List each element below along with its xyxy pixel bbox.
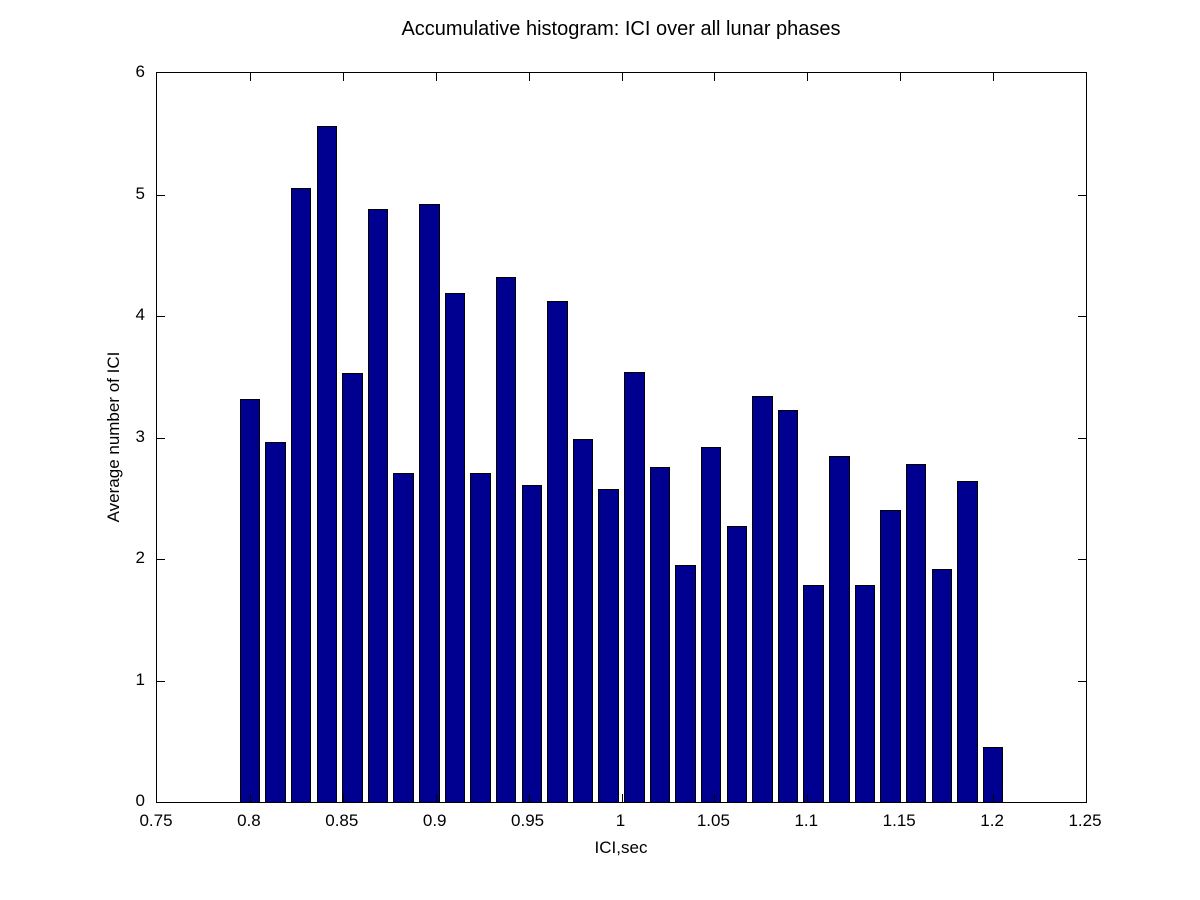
axis-tick bbox=[714, 73, 716, 81]
chart-title: Accumulative histogram: ICI over all lun… bbox=[401, 18, 841, 40]
axis-tick bbox=[157, 437, 165, 439]
histogram-bar bbox=[547, 301, 568, 802]
histogram-bar bbox=[803, 584, 824, 802]
axis-tick bbox=[1078, 194, 1086, 196]
histogram-bar bbox=[393, 472, 414, 802]
histogram-bar bbox=[752, 396, 773, 802]
x-axis-label: ICI,sec bbox=[594, 838, 648, 857]
axis-tick bbox=[807, 794, 809, 802]
y-tick-label: 6 bbox=[135, 62, 145, 81]
histogram-bar bbox=[316, 126, 338, 802]
histogram-bar bbox=[572, 438, 594, 802]
histogram-bar bbox=[495, 277, 517, 802]
y-tick-label: 2 bbox=[135, 548, 145, 567]
histogram-bar bbox=[777, 409, 799, 802]
x-tick-label: 0.75 bbox=[139, 811, 173, 830]
x-tick-label: 1.05 bbox=[696, 811, 730, 830]
x-tick-label: 1 bbox=[615, 811, 626, 830]
histogram-bar bbox=[905, 464, 927, 802]
histogram-bar bbox=[880, 510, 901, 802]
axis-tick bbox=[528, 794, 530, 802]
histogram-bar bbox=[982, 747, 1004, 802]
axis-tick bbox=[342, 794, 344, 802]
histogram-bar bbox=[342, 373, 363, 802]
histogram-bar bbox=[649, 466, 671, 802]
axis-tick bbox=[528, 73, 530, 81]
axis-tick bbox=[435, 794, 437, 802]
y-axis-label: Average number of ICI bbox=[104, 351, 123, 522]
x-tick-label: 1.2 bbox=[980, 811, 1004, 830]
histogram-bar bbox=[829, 455, 850, 802]
histogram-bar bbox=[854, 584, 876, 802]
axis-tick bbox=[157, 316, 165, 317]
histogram-bar bbox=[367, 209, 389, 802]
histogram-bar bbox=[675, 565, 696, 802]
axis-tick bbox=[1078, 680, 1086, 682]
axis-tick bbox=[342, 73, 344, 81]
histogram-bar bbox=[957, 481, 978, 802]
histogram-bar bbox=[726, 526, 748, 802]
y-tick-label: 5 bbox=[135, 183, 145, 203]
axis-tick bbox=[249, 73, 251, 81]
x-tick-label: 0.95 bbox=[511, 811, 545, 830]
x-tick-label: 0.8 bbox=[237, 811, 261, 830]
histogram-bar bbox=[444, 292, 466, 802]
axis-tick bbox=[1078, 559, 1086, 560]
x-tick-label: 1.1 bbox=[794, 811, 819, 830]
axis-tick bbox=[1078, 437, 1086, 439]
axis-tick bbox=[993, 794, 995, 802]
axis-tick bbox=[435, 73, 437, 81]
histogram-bar bbox=[931, 568, 953, 802]
histogram-bar bbox=[598, 488, 619, 802]
histogram-bar bbox=[521, 484, 542, 802]
y-tick-label: 4 bbox=[135, 305, 145, 324]
histogram-bar bbox=[419, 204, 440, 802]
histogram-bar bbox=[290, 188, 312, 802]
plot-area bbox=[156, 72, 1087, 803]
histogram-bar bbox=[700, 447, 722, 802]
x-tick-label: 0.9 bbox=[422, 811, 447, 830]
axis-tick bbox=[621, 794, 623, 802]
axis-tick bbox=[249, 794, 251, 802]
histogram-bar bbox=[265, 442, 286, 802]
axis-tick bbox=[993, 73, 995, 81]
axis-tick bbox=[1078, 316, 1086, 317]
axis-tick bbox=[621, 73, 623, 81]
y-tick-label: 3 bbox=[135, 426, 145, 446]
histogram-bar bbox=[624, 371, 645, 802]
histogram-bar bbox=[239, 398, 261, 802]
axis-tick bbox=[157, 559, 165, 560]
axis-tick bbox=[157, 680, 165, 682]
axis-tick bbox=[900, 73, 902, 81]
histogram-bar bbox=[470, 472, 491, 802]
x-tick-label: 0.85 bbox=[325, 811, 359, 830]
axis-tick bbox=[807, 73, 809, 81]
y-tick-label: 0 bbox=[135, 791, 145, 810]
x-tick-label: 1.15 bbox=[882, 811, 916, 830]
y-tick-label: 1 bbox=[135, 669, 145, 689]
axis-tick bbox=[900, 794, 902, 802]
axis-tick bbox=[714, 794, 716, 802]
axis-tick bbox=[157, 194, 165, 196]
x-tick-label: 1.25 bbox=[1068, 811, 1102, 830]
